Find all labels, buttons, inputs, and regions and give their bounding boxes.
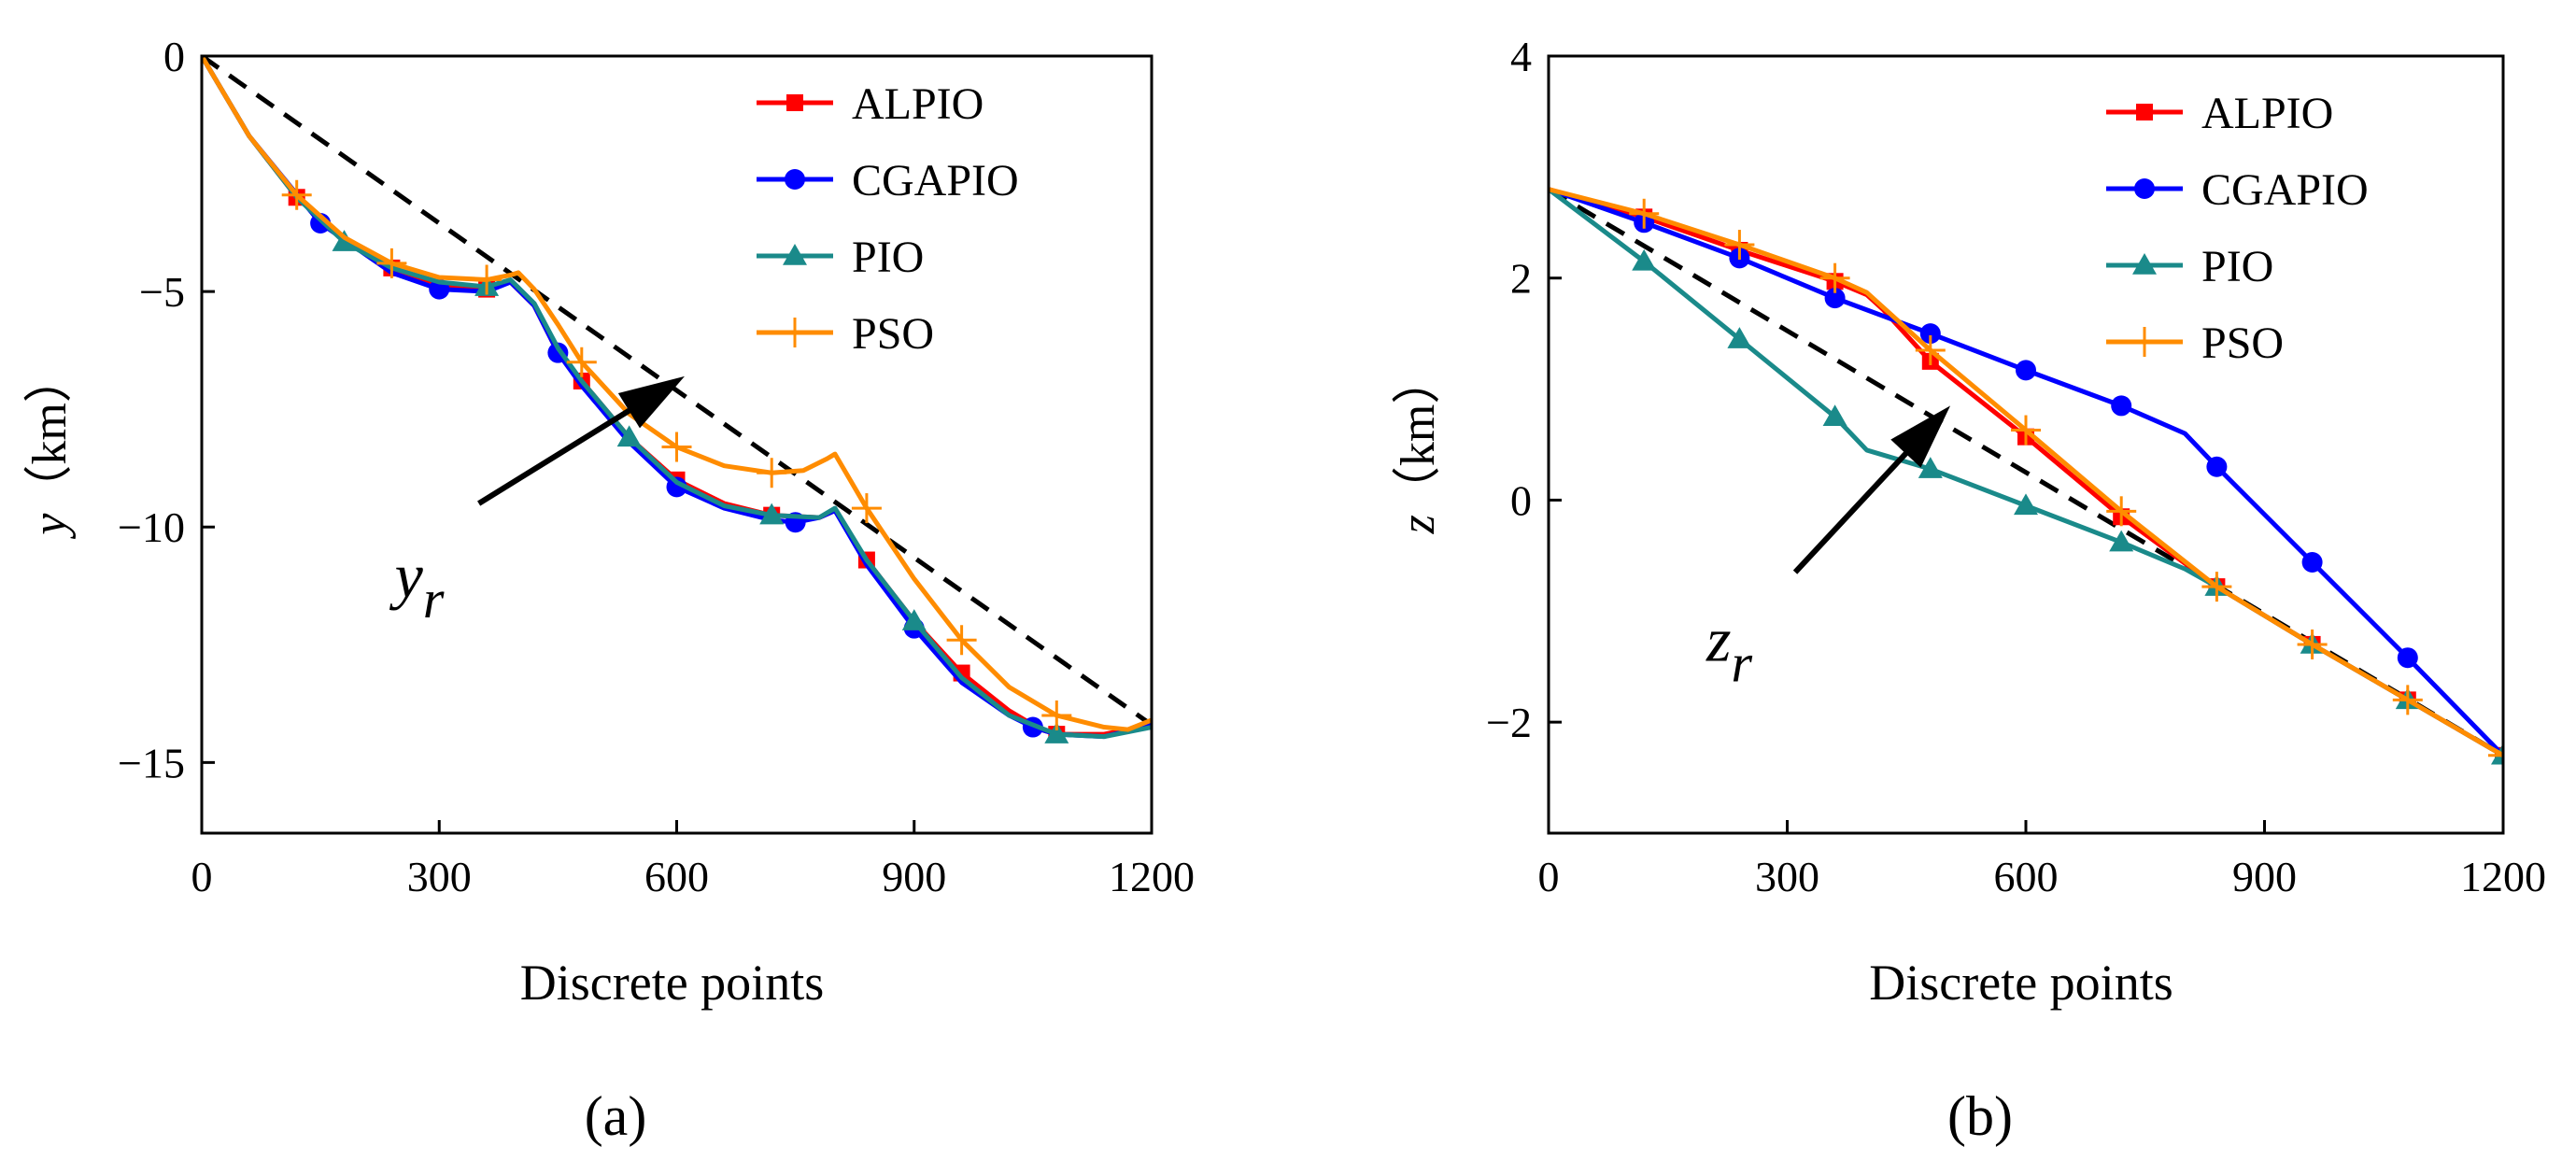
y-tick-label: 0 bbox=[1510, 476, 1532, 524]
data-point-pso bbox=[1724, 230, 1755, 261]
annotation-label: zr bbox=[1706, 604, 1752, 694]
x-tick-label: 300 bbox=[407, 853, 472, 900]
legend-label-alpio: ALPIO bbox=[2201, 89, 2333, 138]
x-tick-label: 1200 bbox=[1109, 853, 1195, 900]
caption-b: (b) bbox=[1947, 1085, 2013, 1147]
x-tick-label: 600 bbox=[644, 853, 709, 900]
legend-label-cgapio: CGAPIO bbox=[852, 156, 1019, 205]
data-point-pio bbox=[616, 425, 642, 447]
x-tick-label: 900 bbox=[882, 853, 946, 900]
y-axis-label: y（km） bbox=[23, 354, 77, 540]
y-tick-label: 0 bbox=[163, 33, 185, 80]
data-point-pio bbox=[1918, 457, 1943, 478]
y-axis-label-unit: （km） bbox=[1392, 356, 1445, 515]
plot-area bbox=[202, 56, 1152, 743]
y-axis-label-unit: （km） bbox=[23, 354, 77, 513]
annotation-arrow-head bbox=[1890, 405, 1951, 468]
data-point-pio bbox=[901, 609, 927, 630]
data-point-pso bbox=[1915, 334, 1946, 365]
legend-label-pso: PSO bbox=[852, 309, 934, 359]
y-axis-label: z（km） bbox=[1392, 356, 1445, 535]
data-point-pio bbox=[759, 503, 785, 525]
annotation-arrow-head bbox=[617, 375, 685, 429]
x-tick-label: 900 bbox=[2232, 853, 2297, 900]
annotation-label-sub: r bbox=[1731, 633, 1752, 694]
data-point-pso bbox=[2201, 572, 2232, 602]
data-point-pso bbox=[2011, 415, 2041, 446]
legend-marker-cgapio bbox=[785, 169, 805, 190]
y-axis-label-var: y bbox=[23, 513, 77, 540]
x-tick-label: 300 bbox=[1755, 853, 1819, 900]
data-point-cgapio bbox=[666, 476, 687, 498]
legend-label-alpio: ALPIO bbox=[852, 79, 984, 129]
data-point-pso bbox=[757, 458, 787, 488]
data-point-pio bbox=[2109, 530, 2134, 552]
data-point-pso bbox=[1041, 700, 1072, 730]
legend-marker-pso bbox=[780, 318, 810, 347]
data-point-pio bbox=[1632, 248, 1657, 271]
data-point-pso bbox=[281, 179, 312, 210]
data-point-pso bbox=[1819, 262, 1850, 293]
y-tick-label: 2 bbox=[1510, 255, 1532, 303]
legend-marker-alpio bbox=[786, 94, 803, 111]
data-point-pso bbox=[2488, 740, 2503, 771]
data-point-pso bbox=[851, 493, 882, 524]
data-point-pso bbox=[2297, 629, 2328, 659]
data-point-pio bbox=[1044, 722, 1069, 743]
y-tick-label: −2 bbox=[1486, 699, 1532, 746]
data-point-pio bbox=[1822, 404, 1847, 427]
annotation-label-var: y bbox=[389, 540, 424, 611]
data-point-pio bbox=[332, 230, 357, 251]
legend-marker-cgapio bbox=[2134, 178, 2155, 199]
data-point-pso bbox=[376, 248, 407, 278]
data-point-cgapio bbox=[2301, 551, 2323, 573]
legend-marker-alpio bbox=[2136, 104, 2153, 120]
annotation-label-sub: r bbox=[423, 569, 445, 630]
y-tick-label: −15 bbox=[118, 739, 185, 786]
x-tick-label: 0 bbox=[1538, 853, 1560, 900]
plot-area bbox=[1549, 187, 2503, 771]
x-axis-label: Discrete points bbox=[1869, 955, 2173, 1011]
legend-marker-pio bbox=[2132, 253, 2157, 275]
y-axis-label-var: z bbox=[1392, 515, 1445, 534]
legend-label-pso: PSO bbox=[2201, 319, 2284, 368]
data-point-cgapio bbox=[1824, 288, 1846, 309]
series-line-pso bbox=[1549, 187, 2503, 757]
data-point-cgapio bbox=[2016, 360, 2036, 381]
legend-marker-pso bbox=[2130, 327, 2159, 357]
data-point-pio bbox=[1727, 327, 1752, 348]
legend-label-pio: PIO bbox=[852, 233, 924, 282]
data-point-pso bbox=[472, 264, 502, 295]
x-tick-label: 600 bbox=[1994, 853, 2059, 900]
caption-a: (a) bbox=[585, 1085, 647, 1147]
legend-label-cgapio: CGAPIO bbox=[2201, 165, 2369, 215]
data-point-cgapio bbox=[2397, 647, 2418, 669]
data-point-pso bbox=[566, 347, 597, 377]
y-tick-label: −5 bbox=[139, 268, 185, 316]
annotation-label: yr bbox=[389, 540, 445, 630]
data-point-pio bbox=[2014, 493, 2038, 516]
data-point-cgapio bbox=[2111, 395, 2132, 417]
x-axis-label: Discrete points bbox=[520, 955, 824, 1011]
data-point-pso bbox=[1629, 198, 1660, 229]
data-point-cgapio bbox=[1919, 323, 1941, 345]
x-tick-label: 0 bbox=[191, 853, 213, 900]
reference-line-y_r bbox=[202, 56, 1152, 728]
x-tick-label: 1200 bbox=[2460, 853, 2546, 900]
y-tick-label: 4 bbox=[1510, 33, 1532, 80]
annotation-label-var: z bbox=[1706, 604, 1731, 675]
legend-label-pio: PIO bbox=[2201, 242, 2273, 291]
data-point-pso bbox=[2392, 685, 2423, 715]
y-tick-label: −10 bbox=[118, 503, 185, 551]
data-point-pso bbox=[946, 625, 977, 656]
data-point-pso bbox=[2106, 496, 2137, 527]
series-line-cgapio bbox=[1549, 187, 2503, 757]
legend-marker-pio bbox=[783, 244, 807, 265]
data-point-cgapio bbox=[2206, 456, 2228, 477]
data-point-pso bbox=[661, 432, 692, 462]
